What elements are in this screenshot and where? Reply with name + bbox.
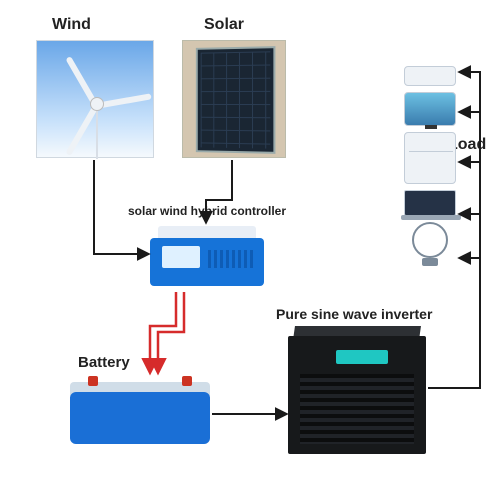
edge-controller-battery-b [158, 292, 184, 372]
turbine-tower-icon [96, 111, 98, 159]
inverter-node [288, 326, 426, 454]
battery-body-icon [70, 392, 210, 444]
wind-node [36, 40, 154, 158]
tv-icon [404, 92, 456, 126]
solar-node [182, 40, 286, 158]
edge-controller-battery [150, 292, 176, 372]
battery-node [70, 376, 210, 450]
controller-label: solar wind hybrid controller [128, 204, 286, 218]
turbine-hub-icon [90, 97, 104, 111]
solar-panel-icon [196, 46, 276, 154]
diagram-canvas: Wind Solar solar wind hybrid controller … [0, 0, 500, 500]
fridge-icon [404, 132, 456, 184]
wind-label: Wind [52, 16, 91, 34]
battery-terminal-icon [182, 376, 192, 386]
controller-vents-icon [208, 250, 254, 268]
fan-icon [404, 222, 456, 266]
turbine-blade-icon [65, 105, 98, 156]
air-conditioner-icon [404, 66, 456, 86]
load-node [400, 60, 460, 272]
inverter-vents-icon [300, 374, 414, 444]
inverter-display-icon [336, 350, 388, 364]
battery-label: Battery [78, 354, 130, 371]
battery-terminal-icon [88, 376, 98, 386]
controller-screen-icon [162, 246, 200, 268]
laptop-icon [404, 190, 456, 216]
solar-label: Solar [204, 16, 244, 34]
solar-cells-icon [201, 51, 271, 148]
turbine-blade-icon [95, 93, 151, 109]
inverter-label: Pure sine wave inverter [276, 306, 432, 322]
controller-node [150, 224, 264, 290]
